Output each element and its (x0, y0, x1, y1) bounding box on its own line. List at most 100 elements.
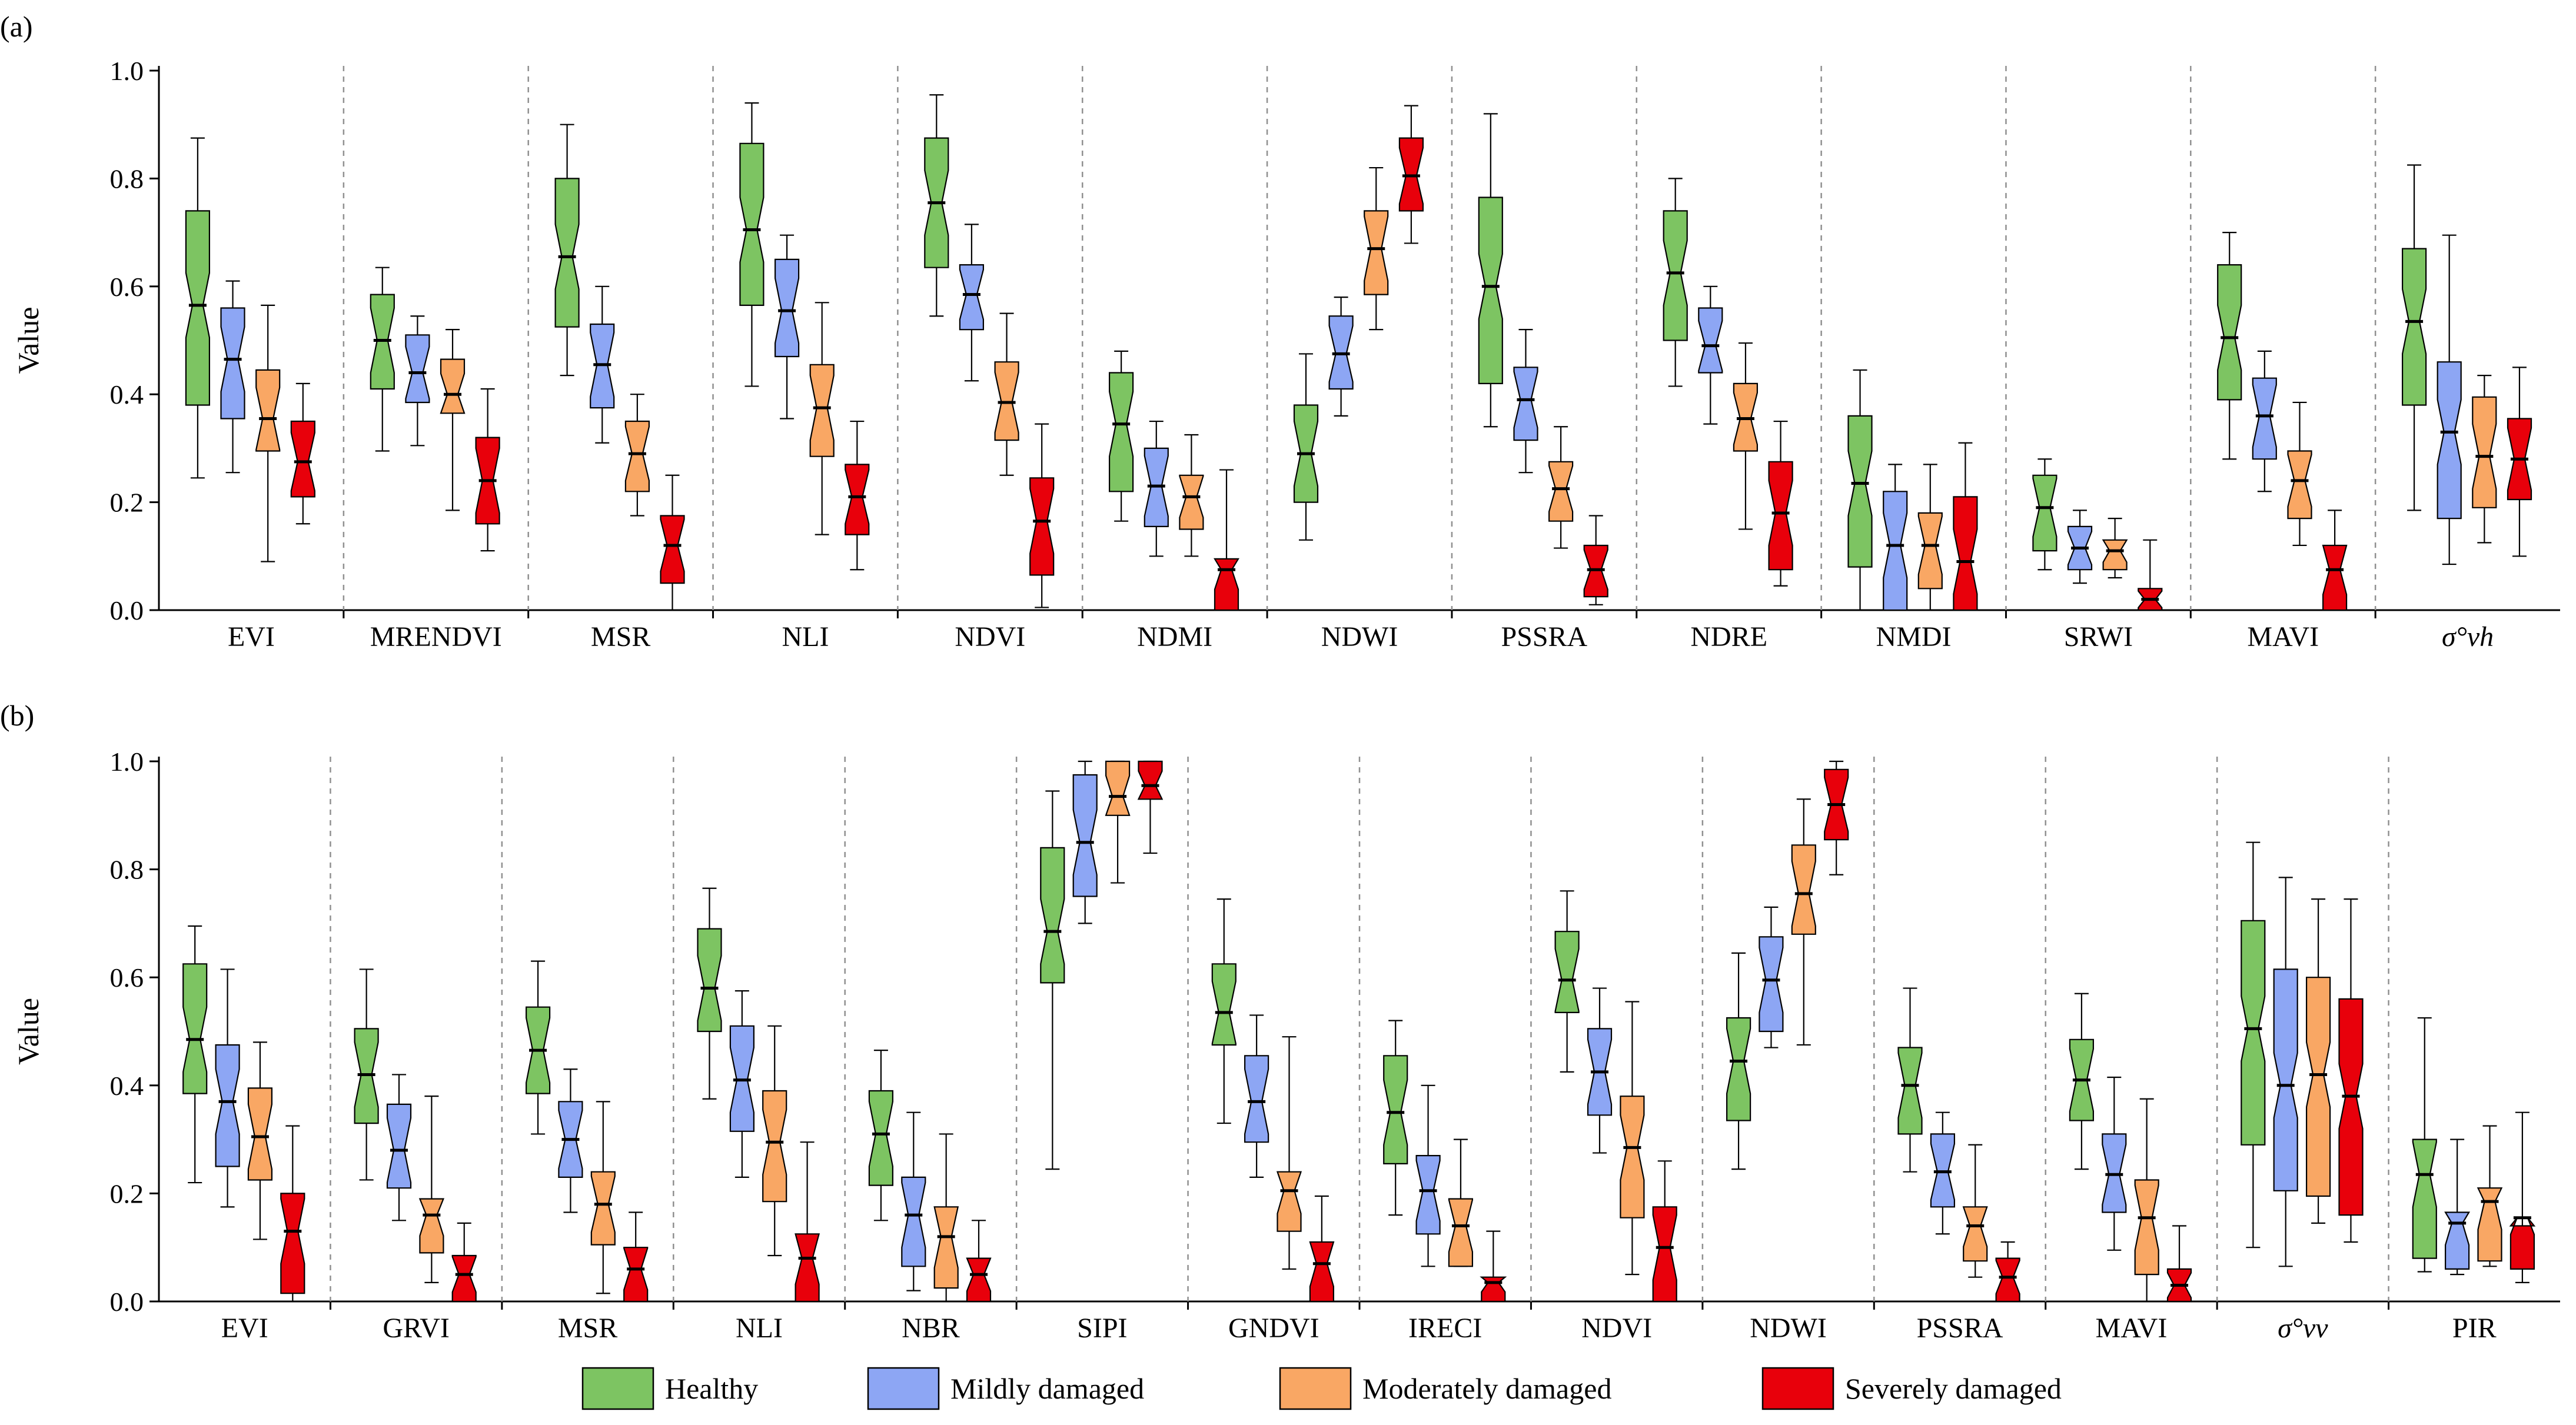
group-5: NDMI (1081, 66, 1239, 652)
box-0 (739, 142, 765, 307)
box-2 (1548, 461, 1574, 522)
box-2 (762, 1090, 787, 1203)
group-11: MAVI (2045, 757, 2192, 1344)
legend-swatch (581, 1367, 654, 1410)
group-5: SIPI (1015, 757, 1164, 1344)
group-11: MAVI (2189, 66, 2348, 652)
group-1: MRENDVI (343, 66, 502, 652)
box-1 (901, 1176, 926, 1267)
legend-swatch (1761, 1367, 1834, 1410)
box-3 (451, 1254, 477, 1303)
box-3 (2338, 998, 2364, 1216)
box-2 (1364, 210, 1389, 295)
box-2 (2306, 977, 2331, 1197)
box-3 (1137, 760, 1164, 800)
box-0 (1478, 197, 1503, 385)
box-3 (1953, 496, 1978, 611)
x-tick-label: NMDI (1876, 621, 1952, 652)
box-0 (1108, 372, 1134, 492)
panel-label: (a) (0, 10, 33, 43)
legend-item: Moderately damaged (1279, 1367, 1611, 1410)
box-2 (1917, 512, 1943, 590)
panel-a: (a) Value 0.0 0.2 0.4 0.6 0.8 1.0 EVI MRENDVI MSR N… (0, 10, 2560, 652)
x-tick-label: EVI (221, 1313, 268, 1344)
group-10: PSSRA (1873, 757, 2020, 1344)
x-tick-label: MSR (558, 1313, 617, 1344)
box-3 (290, 420, 315, 498)
group-12: σ°vv (2216, 757, 2364, 1344)
y-tick-label: 0.4 (110, 379, 144, 409)
legend-label: Moderately damaged (1362, 1372, 1611, 1405)
y-tick-label: 0.8 (110, 164, 144, 194)
box-3 (1480, 1276, 1507, 1303)
group-2: MSR (527, 66, 685, 652)
box-0 (1554, 931, 1580, 1014)
group-4: NBR (844, 757, 992, 1344)
box-0 (2217, 264, 2242, 401)
x-tick-label: NDWI (1321, 621, 1398, 652)
box-3 (1652, 1206, 1677, 1303)
y-tick-label: 0.0 (110, 1287, 144, 1317)
box-1 (1883, 491, 1908, 611)
legend: Healthy Mildly damaged Moderately damaged S… (581, 1367, 2062, 1410)
box-2 (2477, 1187, 2503, 1262)
y-tick-label: 0.0 (110, 595, 144, 625)
box-2 (590, 1171, 616, 1246)
box-0 (1663, 210, 1688, 341)
legend-label: Healthy (665, 1372, 758, 1405)
legend-item: Healthy (581, 1367, 758, 1410)
box-1 (405, 334, 430, 404)
box-1 (2252, 377, 2277, 460)
box-1 (959, 264, 985, 331)
x-tick-label: SRWI (2064, 621, 2133, 652)
box-3 (966, 1257, 992, 1303)
x-tick-label: PIR (2452, 1313, 2497, 1344)
box-2 (2472, 396, 2497, 508)
box-2 (1962, 1206, 1988, 1262)
box-0 (1211, 963, 1237, 1046)
box-0 (2241, 920, 2266, 1146)
y-tick-label: 0.4 (110, 1071, 144, 1101)
box-0 (1897, 1047, 1923, 1135)
panel-label: (b) (0, 699, 34, 732)
box-2 (1448, 1198, 1473, 1267)
box-2 (2134, 1179, 2159, 1276)
box-0 (1847, 415, 1873, 568)
box-3 (1029, 477, 1055, 576)
x-tick-label: GRVI (383, 1313, 449, 1344)
box-0 (697, 928, 722, 1033)
box-2 (418, 1198, 445, 1254)
box-0 (1040, 847, 1065, 984)
legend-item: Mildly damaged (867, 1367, 1144, 1410)
box-1 (1698, 307, 1723, 374)
box-0 (182, 963, 208, 1094)
group-12: σ°vh (2374, 66, 2532, 652)
box-3 (280, 1193, 305, 1294)
box-3 (1995, 1257, 2020, 1303)
x-tick-label: σ°vh (2442, 621, 2494, 652)
x-tick-label: NBR (902, 1313, 960, 1344)
box-3 (660, 515, 685, 584)
group-9: NMDI (1820, 66, 1978, 652)
box-3 (1768, 461, 1793, 571)
box-1 (215, 1044, 240, 1167)
x-tick-label: NLI (736, 1313, 783, 1344)
y-tick-label: 1.0 (110, 56, 144, 86)
box-3 (2322, 544, 2348, 611)
y-tick-label: 0.8 (110, 855, 144, 885)
group-9: NDWI (1701, 757, 1849, 1344)
y-tick-label: 0.6 (110, 272, 144, 302)
x-tick-label: PSSRA (1501, 621, 1587, 652)
box-3 (2509, 1217, 2536, 1270)
group-3: NLI (712, 66, 870, 652)
box-2 (1791, 844, 1816, 935)
group-2: MSR (501, 757, 649, 1344)
group-13: PIR (2388, 757, 2536, 1344)
box-2 (809, 364, 835, 457)
x-tick-label: NLI (782, 621, 829, 652)
panel-b: (b) Value 0.0 0.2 0.4 0.6 0.8 1.0 EVI GRVI MSR NLI N… (0, 699, 2560, 1344)
legend-label: Mildly damaged (950, 1372, 1144, 1405)
box-3 (1214, 558, 1239, 611)
x-tick-label: MAVI (2247, 621, 2319, 652)
